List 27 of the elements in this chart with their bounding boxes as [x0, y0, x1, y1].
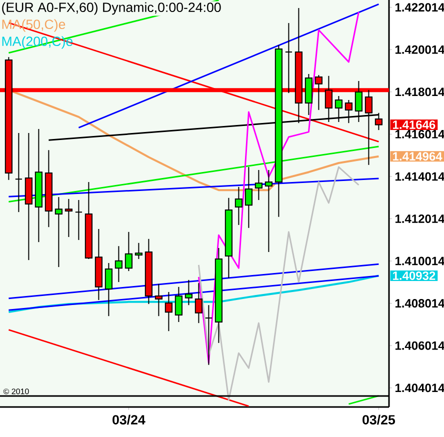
annotation: © 2010	[3, 388, 29, 394]
line-series	[198, 166, 360, 401]
chart-title: (EUR A0-FX,60) Dynamic,0:00-24:00	[2, 2, 221, 15]
candlestick	[164, 291, 173, 332]
x-tick-label: 03/25	[362, 414, 396, 425]
candlestick	[184, 279, 192, 306]
x-tick-label: 03/24	[112, 414, 146, 425]
candlestick	[14, 132, 22, 213]
candlestick	[74, 200, 83, 240]
candlestick	[124, 231, 132, 272]
candlestick	[114, 246, 122, 283]
candlestick	[54, 196, 62, 268]
candlestick	[234, 186, 243, 226]
text: 1.41646	[393, 120, 436, 129]
candlestick	[204, 304, 213, 366]
candlestick	[154, 283, 163, 317]
candlestick	[254, 169, 263, 201]
candlestick	[104, 262, 112, 317]
candlestick	[194, 282, 202, 324]
candlestick	[174, 286, 183, 323]
data-label: 1.414964	[393, 152, 442, 161]
candlestick	[314, 74, 323, 110]
candlestick	[284, 22, 293, 94]
candlestick	[264, 169, 273, 253]
data-label: 1.40932	[393, 271, 436, 280]
candlestick	[134, 242, 143, 260]
candlestick	[64, 198, 73, 238]
